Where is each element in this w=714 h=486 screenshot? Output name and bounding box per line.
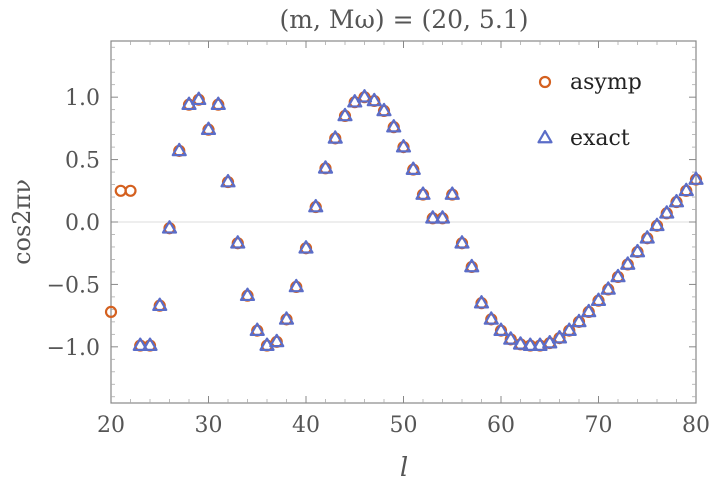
x-tick-label: 20 xyxy=(97,413,125,438)
x-tick-label: 80 xyxy=(682,413,710,438)
y-tick-label: −0.5 xyxy=(47,273,100,298)
data-point-exact xyxy=(629,243,646,258)
data-point-exact xyxy=(649,217,665,232)
data-point-exact xyxy=(522,337,538,351)
data-point-exact xyxy=(386,119,402,133)
data-point-exact xyxy=(425,210,441,224)
data-point-exact xyxy=(464,258,480,273)
data-point-exact xyxy=(600,281,616,295)
legend-marker-exact xyxy=(537,129,553,144)
x-tick-label: 40 xyxy=(292,413,320,438)
x-tick-label: 30 xyxy=(195,413,223,438)
data-point-exact xyxy=(269,333,285,348)
data-point-exact xyxy=(161,220,178,234)
data-point-exact xyxy=(551,330,568,344)
data-point-exact xyxy=(620,256,636,270)
x-tick-label: 60 xyxy=(487,413,515,438)
y-axis-label: cos2πν xyxy=(8,179,36,265)
data-point-exact xyxy=(415,186,431,200)
data-point-exact xyxy=(532,337,548,351)
data-point-exact xyxy=(444,186,460,200)
data-point-exact xyxy=(278,311,295,325)
chart-title: (m, Mω) = (20, 5.1) xyxy=(280,5,529,34)
data-point-exact xyxy=(454,235,470,249)
data-point-exact xyxy=(688,171,704,185)
data-point-exact xyxy=(512,336,529,350)
data-point-asymp xyxy=(104,305,118,318)
data-point-exact xyxy=(493,322,509,336)
data-point-asymp xyxy=(124,184,137,197)
data-point-exact xyxy=(581,303,597,318)
y-tick-label: 0.5 xyxy=(65,149,100,174)
x-tick-label: 70 xyxy=(585,413,613,438)
data-point-exact xyxy=(668,193,685,208)
data-point-exact xyxy=(434,210,451,224)
data-point-exact xyxy=(356,89,373,103)
data-point-exact xyxy=(152,297,168,312)
x-axis-label: l xyxy=(400,453,408,483)
data-point-exact xyxy=(366,92,382,107)
y-tick-label: 1.0 xyxy=(65,86,100,111)
legend-marker-asymp xyxy=(538,75,552,89)
data-point-exact xyxy=(503,331,519,345)
data-point-exact xyxy=(639,230,655,244)
data-point-exact xyxy=(395,139,412,153)
data-point-exact xyxy=(610,268,626,283)
legend-label-asymp: asymp xyxy=(570,70,642,95)
data-point-exact xyxy=(337,107,353,122)
data-point-exact xyxy=(317,160,334,174)
data-point-exact xyxy=(298,240,314,254)
data-point-exact xyxy=(200,121,217,136)
data-point-exact xyxy=(220,173,236,188)
x-tick-label: 50 xyxy=(390,413,418,438)
data-point-exact xyxy=(249,322,265,336)
data-point-exact xyxy=(191,91,207,106)
data-point-exact xyxy=(132,337,148,351)
data-point-exact xyxy=(571,313,587,328)
data-point-exact xyxy=(678,182,694,197)
data-point-exact xyxy=(590,292,607,307)
data-point-exact xyxy=(473,295,490,309)
data-point-exact xyxy=(659,205,675,219)
data-point-exact xyxy=(483,311,499,325)
data-point-exact xyxy=(142,337,158,351)
legend-label-exact: exact xyxy=(570,126,630,151)
data-point-asymp xyxy=(114,184,127,197)
data-point-exact xyxy=(376,102,392,117)
data-point-exact xyxy=(561,322,577,336)
data-point-exact xyxy=(239,287,256,302)
data-point-exact xyxy=(327,130,343,144)
data-point-exact xyxy=(308,198,324,213)
data-point-exact xyxy=(405,161,421,175)
y-tick-label: −1.0 xyxy=(47,336,100,361)
data-point-exact xyxy=(288,278,304,293)
data-point-exact xyxy=(171,142,187,157)
y-tick-label: 0.0 xyxy=(65,211,100,236)
data-point-exact xyxy=(230,235,246,249)
legend: asymp exact xyxy=(537,70,642,151)
data-point-exact xyxy=(210,96,226,111)
